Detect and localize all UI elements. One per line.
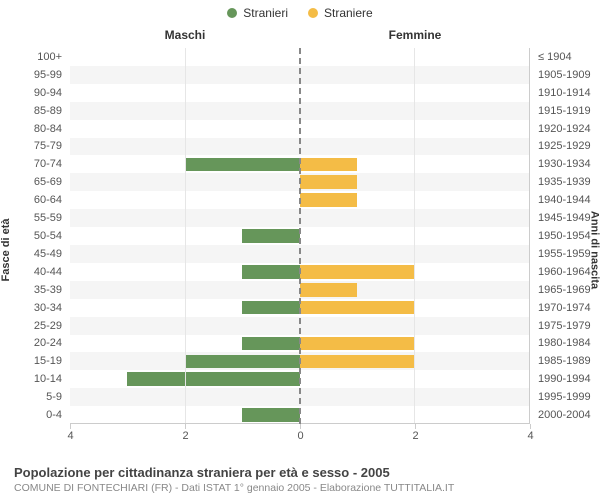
birth-year-labels: ≤ 19041905-19091910-19141915-19191920-19… [534,48,600,424]
bar-female [300,337,415,351]
birth-year-label: 1990-1994 [534,370,600,388]
birth-year-label: 1940-1944 [534,191,600,209]
bar-male [242,229,299,243]
birth-year-label: 1960-1964 [534,263,600,281]
bar-male [242,265,299,279]
bar-female [300,175,357,189]
birth-year-label: 2000-2004 [534,406,600,424]
birth-year-label: 1970-1974 [534,299,600,317]
col-header-female: Femmine [300,28,530,42]
age-label: 70-74 [0,155,66,173]
x-tick: 4 [70,424,71,429]
chart-subtitle: COMUNE DI FONTECHIARI (FR) - Dati ISTAT … [14,482,586,494]
bar-female [300,283,357,297]
age-label: 30-34 [0,299,66,317]
birth-year-label: 1905-1909 [534,66,600,84]
birth-year-label: 1945-1949 [534,209,600,227]
birth-year-label: 1930-1934 [534,155,600,173]
grid-line [414,48,415,424]
age-label: 10-14 [0,370,66,388]
birth-year-label: 1965-1969 [534,281,600,299]
age-label: 65-69 [0,173,66,191]
bar-male [127,372,299,386]
birth-year-label: 1985-1989 [534,352,600,370]
birth-year-label: 1995-1999 [534,388,600,406]
age-label: 0-4 [0,406,66,424]
birth-year-label: 1915-1919 [534,102,600,120]
col-header-male: Maschi [70,28,300,42]
age-label: 25-29 [0,317,66,335]
bar-female [300,193,357,207]
legend-item-female: Straniere [308,6,373,20]
bar-female [300,158,357,172]
chart-footer: Popolazione per cittadinanza straniera p… [14,465,586,494]
bar-male [185,158,300,172]
age-label: 45-49 [0,245,66,263]
age-label: 50-54 [0,227,66,245]
age-label: 80-84 [0,120,66,138]
x-tick: 0 [300,424,301,429]
age-label: 95-99 [0,66,66,84]
bar-female [300,301,415,315]
age-label: 60-64 [0,191,66,209]
bar-female [300,355,415,369]
birth-year-label: 1975-1979 [534,317,600,335]
age-label: 5-9 [0,388,66,406]
age-label: 55-59 [0,209,66,227]
center-divider [299,48,301,424]
age-label: 75-79 [0,138,66,156]
age-labels: 100+95-9990-9485-8980-8475-7970-7465-696… [0,48,66,424]
birth-year-label: 1980-1984 [534,335,600,353]
birth-year-label: 1910-1914 [534,84,600,102]
column-headers: Maschi Femmine [70,28,530,42]
age-label: 20-24 [0,335,66,353]
grid-line [185,48,186,424]
age-label: 15-19 [0,352,66,370]
bar-female [300,265,415,279]
bar-male [242,337,299,351]
birth-year-label: 1935-1939 [534,173,600,191]
legend-dot-male [227,8,237,18]
age-label: 100+ [0,48,66,66]
birth-year-label: 1950-1954 [534,227,600,245]
chart-title: Popolazione per cittadinanza straniera p… [14,465,586,480]
plot-area [70,48,530,424]
bar-male [242,301,299,315]
legend-item-male: Stranieri [227,6,288,20]
age-label: 90-94 [0,84,66,102]
bar-male [185,355,300,369]
legend: Stranieri Straniere [0,0,600,20]
age-label: 85-89 [0,102,66,120]
population-pyramid-chart: { "legend": { "m": {"label": "Stranieri"… [0,0,600,500]
x-tick: 2 [415,424,416,429]
birth-year-label: 1955-1959 [534,245,600,263]
birth-year-label: 1920-1924 [534,120,600,138]
age-label: 40-44 [0,263,66,281]
x-tick: 2 [185,424,186,429]
legend-label-male: Stranieri [243,6,288,20]
age-label: 35-39 [0,281,66,299]
birth-year-label: 1925-1929 [534,138,600,156]
x-axis: 4 2 0 2 4 [70,423,530,444]
legend-label-female: Straniere [324,6,373,20]
birth-year-label: ≤ 1904 [534,48,600,66]
bar-male [242,408,299,422]
legend-dot-female [308,8,318,18]
x-tick: 4 [530,424,531,429]
